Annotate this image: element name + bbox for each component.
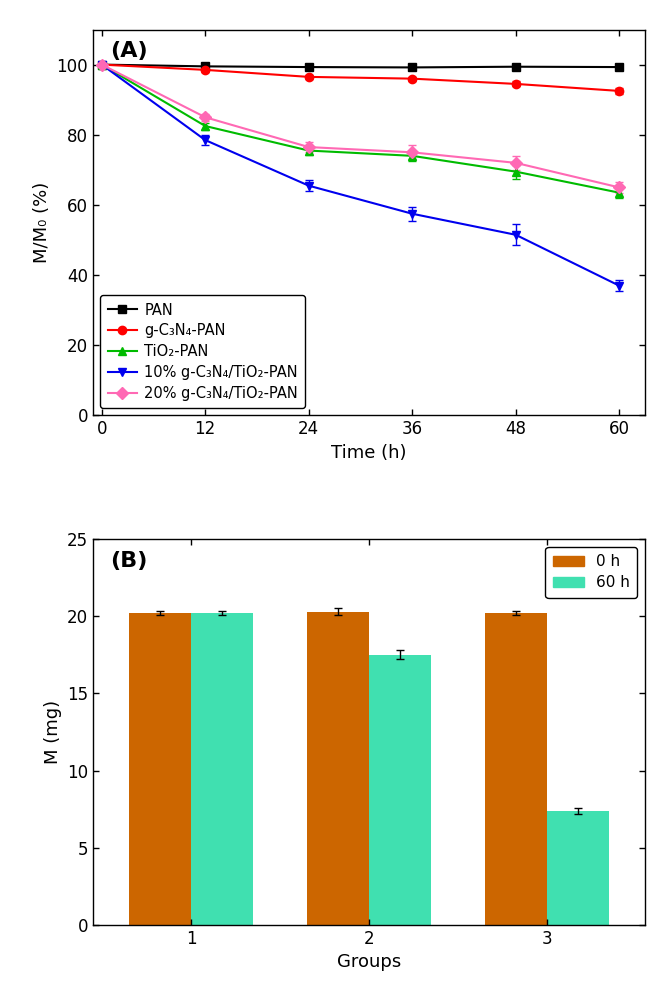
Y-axis label: M (mg): M (mg) [44,700,62,764]
X-axis label: Groups: Groups [337,953,401,971]
Bar [191,613,253,925]
Bar [547,811,609,925]
Legend: PAN, g-C₃N₄-PAN, TiO₂-PAN, 10% g-C₃N₄/TiO₂-PAN, 20% g-C₃N₄/TiO₂-PAN: PAN, g-C₃N₄-PAN, TiO₂-PAN, 10% g-C₃N₄/Ti… [100,295,305,408]
Bar [129,613,191,925]
Y-axis label: M/M₀ (%): M/M₀ (%) [33,182,51,263]
Bar [485,613,547,925]
Text: (A): (A) [110,41,147,61]
X-axis label: Time (h): Time (h) [331,444,407,461]
Bar [369,654,432,925]
Legend: 0 h, 60 h: 0 h, 60 h [545,547,638,598]
Text: (B): (B) [110,551,147,571]
Bar [307,611,369,925]
